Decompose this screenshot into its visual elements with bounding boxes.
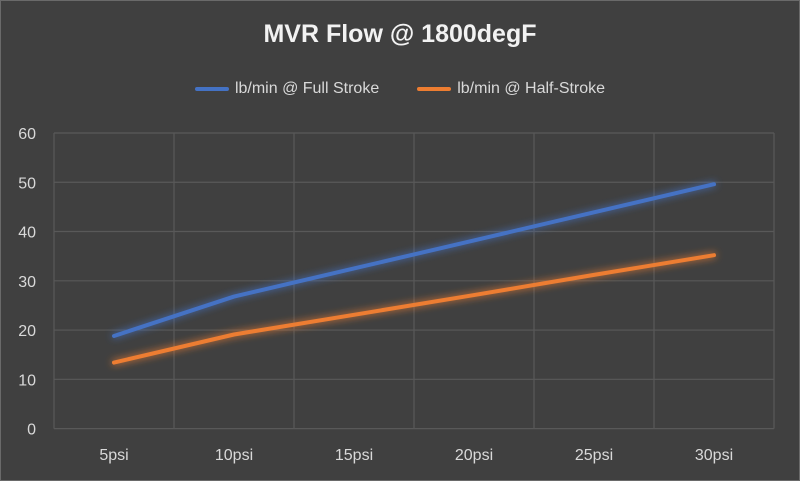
legend-swatch-half-stroke xyxy=(417,87,452,91)
y-tick-label: 20 xyxy=(18,323,36,340)
legend-item-full-stroke: lb/min @ Full Stroke xyxy=(194,80,380,98)
legend-label-half-stroke: lb/min @ Half-Stroke xyxy=(457,80,606,97)
legend-item-half-stroke: lb/min @ Half-Stroke xyxy=(417,80,605,98)
series-line-half-stroke xyxy=(112,253,716,365)
x-tick-label: 25psi xyxy=(575,447,613,464)
y-tick-label: 60 xyxy=(18,126,36,143)
x-tick-label: 15psi xyxy=(335,447,373,464)
legend-label-full-stroke: lb/min @ Full Stroke xyxy=(234,80,380,97)
y-tick-label: 10 xyxy=(18,372,36,389)
x-tick-label: 30psi xyxy=(695,447,733,464)
y-tick-label: 0 xyxy=(27,422,36,439)
y-tick-label: 50 xyxy=(18,175,36,192)
chart-title: MVR Flow @ 1800degF xyxy=(263,20,537,48)
legend-swatch-full-stroke xyxy=(194,87,229,91)
x-tick-label: 10psi xyxy=(215,447,253,464)
y-tick-label: 30 xyxy=(18,274,36,291)
y-tick-label: 40 xyxy=(18,225,36,242)
x-tick-label: 20psi xyxy=(455,447,493,464)
x-tick-label: 5psi xyxy=(99,447,128,464)
legend: lb/min @ Full Stroke lb/min @ Half-Strok… xyxy=(0,80,800,98)
series-line-full-stroke xyxy=(112,182,716,338)
